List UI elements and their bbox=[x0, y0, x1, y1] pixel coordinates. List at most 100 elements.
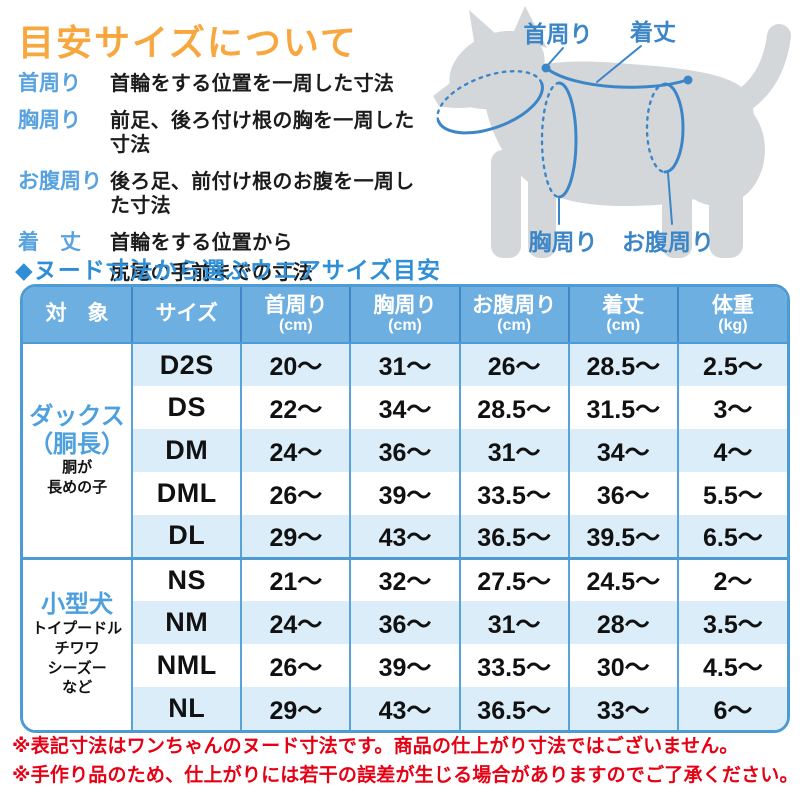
legend-desc: 首輪をする位置から bbox=[110, 232, 293, 254]
size-label: NM bbox=[131, 601, 242, 644]
neck-measure-ellipse bbox=[436, 69, 544, 135]
legend-desc: 首輪をする位置を一周した寸法 bbox=[110, 73, 395, 95]
legend-desc: 前足、後ろ付け根の胸を一周した寸法 bbox=[110, 110, 415, 156]
length-value: 24.5～ bbox=[567, 556, 678, 601]
belly-value: 36.5～ bbox=[458, 687, 569, 730]
chest-value: 32～ bbox=[349, 556, 460, 601]
col-header-size: サイズ bbox=[131, 287, 242, 344]
weight-value: 2.5～ bbox=[676, 343, 787, 386]
dog-silhouette bbox=[433, 6, 791, 258]
neck-value: 24～ bbox=[240, 601, 351, 644]
table-row: 小型犬 トイプードル チワワ シーズー など NS 21～ 32～ 27.5～ … bbox=[23, 556, 787, 730]
diagram-neck-label: 首周り bbox=[524, 21, 593, 47]
belly-value: 26～ bbox=[458, 343, 569, 386]
neck-value: 21～ bbox=[240, 556, 351, 601]
belly-value: 31～ bbox=[458, 429, 569, 472]
col-header-target: 対 象 bbox=[23, 287, 133, 344]
col-header-weight: 体重 (kg) bbox=[676, 287, 787, 344]
length-label-leader bbox=[596, 45, 642, 83]
size-label: DS bbox=[131, 386, 242, 429]
chest-value: 31～ bbox=[349, 343, 460, 386]
chest-value: 36～ bbox=[349, 601, 460, 644]
belly-value: 33.5～ bbox=[458, 644, 569, 687]
neck-value: 24～ bbox=[240, 429, 351, 472]
group-cell-dachshund: ダックス （胴長） 胴が 長めの子 bbox=[23, 343, 133, 558]
table-row: NM 24～ 36～ 31～ 28～ 3.5～ bbox=[23, 601, 787, 644]
belly-value: 36.5～ bbox=[458, 515, 569, 558]
group-cell-small-dog: 小型犬 トイプードル チワワ シーズー など bbox=[23, 556, 133, 730]
weight-value: 6～ bbox=[676, 687, 787, 730]
belly-label-leader bbox=[667, 172, 673, 225]
neck-value: 29～ bbox=[240, 687, 351, 730]
neck-value: 26～ bbox=[240, 644, 351, 687]
footer-notes: ※表記寸法はワンちゃんのヌード寸法です。商品の仕上がり寸法ではございません。 ※… bbox=[12, 733, 799, 790]
neck-value: 29～ bbox=[240, 515, 351, 558]
back-length-line bbox=[544, 66, 689, 89]
legend-term: 胸周り bbox=[18, 109, 81, 132]
size-label: NML bbox=[131, 644, 242, 687]
col-header-belly: お腹周り (cm) bbox=[458, 287, 569, 344]
size-label: D2S bbox=[131, 343, 242, 386]
chest-value: 43～ bbox=[349, 687, 460, 730]
neck-value: 26～ bbox=[240, 472, 351, 515]
length-value: 28.5～ bbox=[567, 343, 678, 386]
note-nude-measurement: ※表記寸法はワンちゃんのヌード寸法です。商品の仕上がり寸法ではございません。 bbox=[12, 736, 739, 757]
note-handmade-tolerance: ※手作り品のため、仕上がりには若干の誤差が生じる場合がありますのでご了承ください… bbox=[12, 764, 799, 786]
page-title: 目安サイズについて bbox=[18, 22, 358, 63]
legend-term: 首周り bbox=[18, 72, 81, 95]
length-value: 30～ bbox=[567, 644, 678, 687]
chest-value: 36～ bbox=[349, 429, 460, 472]
length-value: 31.5～ bbox=[567, 386, 678, 429]
belly-measure-ellipse bbox=[645, 82, 685, 174]
table-row: DM 24～ 36～ 31～ 34～ 4～ bbox=[23, 429, 787, 472]
legend-row-length: 着 丈 首輪をする位置から 尻尾の手前までの寸法 bbox=[18, 231, 428, 285]
chest-value: 39～ bbox=[349, 644, 460, 687]
size-table: 対 象 サイズ 首周り (cm) 胸周り (cm) お腹周り (cm) 着丈 (cm) … bbox=[23, 287, 787, 730]
table-row: DS 22～ 34～ 28.5～ 31.5～ 3～ bbox=[23, 386, 787, 429]
weight-value: 4～ bbox=[676, 429, 787, 472]
table-row: DL 29～ 43～ 36.5～ 39.5～ 6.5～ bbox=[23, 515, 787, 558]
chest-value: 39～ bbox=[349, 472, 460, 515]
dog-measurement-diagram: 首周り 着丈 胸周り お腹周り bbox=[433, 6, 791, 258]
back-line-start-dot bbox=[541, 63, 551, 73]
length-value: 28～ bbox=[567, 601, 678, 644]
legend-row-belly: お腹周り 後ろ足、前付け根のお腹を一周した寸法 bbox=[18, 170, 428, 218]
measurement-legend: 首周り 首輪をする位置を一周した寸法 胸周り 前足、後ろ付け根の胸を一周した寸法… bbox=[18, 72, 428, 298]
legend-term: お腹周り bbox=[18, 170, 102, 193]
neck-value: 22～ bbox=[240, 386, 351, 429]
belly-value: 33.5～ bbox=[458, 472, 569, 515]
size-label: DML bbox=[131, 472, 242, 515]
diagram-belly-label: お腹周り bbox=[622, 229, 714, 255]
header-row: 対 象 サイズ 首周り (cm) 胸周り (cm) お腹周り (cm) 着丈 (cm) … bbox=[23, 287, 787, 344]
weight-value: 3.5～ bbox=[676, 601, 787, 644]
legend-row-neck: 首周り 首輪をする位置を一周した寸法 bbox=[18, 72, 428, 96]
size-table-container: 対 象 サイズ 首周り (cm) 胸周り (cm) お腹周り (cm) 着丈 (cm) … bbox=[20, 284, 790, 733]
weight-value: 5.5～ bbox=[676, 472, 787, 515]
chest-value: 34～ bbox=[349, 386, 460, 429]
chest-measure-ellipse bbox=[540, 81, 578, 199]
belly-value: 31～ bbox=[458, 601, 569, 644]
col-header-length: 着丈 (cm) bbox=[567, 287, 678, 344]
size-label: DL bbox=[131, 515, 242, 558]
table-section-heading: ◆ヌード寸法から選ぶウエアサイズ目安 bbox=[15, 257, 441, 283]
belly-value: 28.5～ bbox=[458, 386, 569, 429]
neck-value: 20～ bbox=[240, 343, 351, 386]
weight-value: 4.5～ bbox=[676, 644, 787, 687]
weight-value: 3～ bbox=[676, 386, 787, 429]
table-row: ダックス （胴長） 胴が 長めの子 D2S 20～ 31～ 26～ 28.5～ … bbox=[23, 343, 787, 558]
neck-label-leader bbox=[546, 47, 564, 67]
legend-desc: 後ろ足、前付け根のお腹を一周した寸法 bbox=[110, 171, 415, 217]
legend-row-chest: 胸周り 前足、後ろ付け根の胸を一周した寸法 bbox=[18, 109, 428, 157]
length-value: 36～ bbox=[567, 472, 678, 515]
length-value: 39.5～ bbox=[567, 515, 678, 558]
weight-value: 6.5～ bbox=[676, 515, 787, 558]
legend-term: 着 丈 bbox=[18, 231, 81, 254]
table-row: NML 26～ 39～ 33.5～ 30～ 4.5～ bbox=[23, 644, 787, 687]
size-label: NS bbox=[131, 556, 242, 601]
size-label: DM bbox=[131, 429, 242, 472]
legend-desc-line2: 尻尾の手前までの寸法 bbox=[110, 262, 313, 284]
length-value: 33～ bbox=[567, 687, 678, 730]
back-line-end-dot bbox=[683, 75, 693, 85]
col-header-neck: 首周り (cm) bbox=[240, 287, 351, 344]
